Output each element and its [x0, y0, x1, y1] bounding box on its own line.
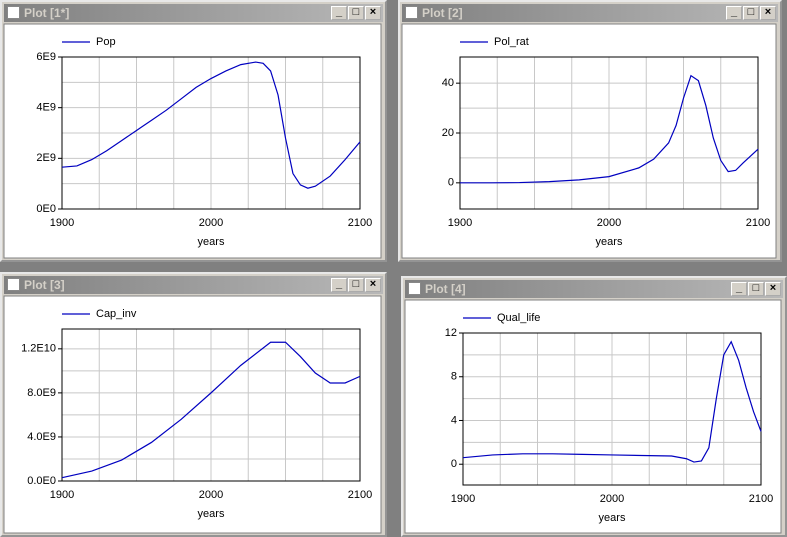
x-tick-label: 2000 [600, 493, 624, 505]
data-line [462, 340, 762, 463]
y-tick-label: 8 [451, 371, 457, 383]
legend-label: Pol_rat [494, 36, 529, 48]
window-button[interactable]: □ [743, 6, 759, 20]
window-button[interactable]: × [365, 278, 381, 292]
client-area [3, 23, 382, 259]
plot-frame [61, 56, 361, 210]
plot-frame [459, 56, 759, 210]
plot-canvas: 1900 2000 2100 0 4 8 12 years Qual_life [404, 299, 782, 534]
x-axis-label: years [198, 508, 225, 520]
window-button[interactable]: □ [348, 6, 364, 20]
x-tick-label: 2000 [199, 217, 223, 229]
window-button[interactable]: × [365, 6, 381, 20]
window-button[interactable]: × [765, 282, 781, 296]
plot-canvas: 1900 2000 2100 0 20 40 years Pol_rat [401, 23, 777, 259]
y-tick-label: 2E9 [36, 152, 56, 164]
plot-frame [462, 332, 762, 486]
x-axis-label: years [599, 512, 626, 524]
plot-window: 1900 2000 2100 0E0 2E9 4E9 6E9 years Pop Plot [1*… [0, 0, 387, 262]
plot-canvas: 1900 2000 2100 0.0E0 4.0E9 8.0E9 1.2E10 years Ca… [3, 295, 382, 534]
data-line [61, 61, 361, 189]
window-button[interactable]: _ [731, 282, 747, 296]
x-tick-label: 2000 [199, 489, 223, 501]
x-tick-label: 2100 [746, 217, 770, 229]
window-button[interactable]: _ [331, 6, 347, 20]
x-tick-label: 2100 [348, 217, 372, 229]
plot-window: 1900 2000 2100 0 20 40 years Pol_rat Plot [2] _ □ × [398, 0, 782, 262]
title-bar: Plot [4] _ □ × [405, 280, 783, 298]
window-icon [408, 282, 421, 295]
legend-label: Qual_life [497, 312, 540, 324]
client-area [404, 299, 782, 534]
x-tick-label: 2000 [597, 217, 621, 229]
plot-window: 1900 2000 2100 0.0E0 4.0E9 8.0E9 1.2E10 years Ca… [0, 272, 387, 537]
window-button[interactable]: _ [726, 6, 742, 20]
window-button[interactable]: _ [331, 278, 347, 292]
x-tick-label: 1900 [50, 217, 74, 229]
x-tick-label: 1900 [451, 493, 475, 505]
y-tick-label: 0 [448, 177, 454, 189]
x-tick-label: 2100 [749, 493, 773, 505]
x-axis-label: years [198, 236, 225, 248]
x-tick-label: 1900 [50, 489, 74, 501]
window-button[interactable]: □ [748, 282, 764, 296]
y-tick-label: 4.0E9 [27, 431, 56, 443]
y-tick-label: 1.2E10 [21, 343, 56, 355]
data-line [460, 74, 759, 184]
x-axis-label: years [596, 236, 623, 248]
window-icon [405, 6, 418, 19]
y-tick-label: 0 [451, 458, 457, 470]
window-title: Plot [2] [422, 6, 463, 20]
y-tick-label: 0.0E0 [27, 475, 56, 487]
window-icon [7, 278, 20, 291]
title-bar: Plot [3] _ □ × [4, 276, 383, 294]
y-tick-label: 12 [445, 327, 457, 339]
x-tick-label: 1900 [448, 217, 472, 229]
title-bar: Plot [1*] _ □ × [4, 4, 383, 22]
y-tick-label: 4 [451, 414, 457, 426]
y-tick-label: 0E0 [36, 203, 56, 215]
window-title: Plot [3] [24, 278, 65, 292]
window-title: Plot [4] [425, 282, 466, 296]
data-line [61, 341, 361, 479]
y-tick-label: 6E9 [36, 51, 56, 63]
legend-label: Cap_inv [96, 308, 137, 320]
client-area [401, 23, 777, 259]
plot-window: 1900 2000 2100 0 4 8 12 years Qual_life Plot [4] _… [401, 276, 787, 537]
title-bar: Plot [2] _ □ × [402, 4, 778, 22]
plot-canvas: 1900 2000 2100 0E0 2E9 4E9 6E9 years Pop [3, 23, 382, 259]
y-tick-label: 20 [442, 127, 454, 139]
legend-label: Pop [96, 36, 116, 48]
x-tick-label: 2100 [348, 489, 372, 501]
window-title: Plot [1*] [24, 6, 70, 20]
y-tick-label: 4E9 [36, 102, 56, 114]
window-icon [7, 6, 20, 19]
window-button[interactable]: × [760, 6, 776, 20]
plot-frame [61, 328, 361, 482]
y-tick-label: 8.0E9 [27, 387, 56, 399]
y-tick-label: 40 [442, 77, 454, 89]
window-button[interactable]: □ [348, 278, 364, 292]
